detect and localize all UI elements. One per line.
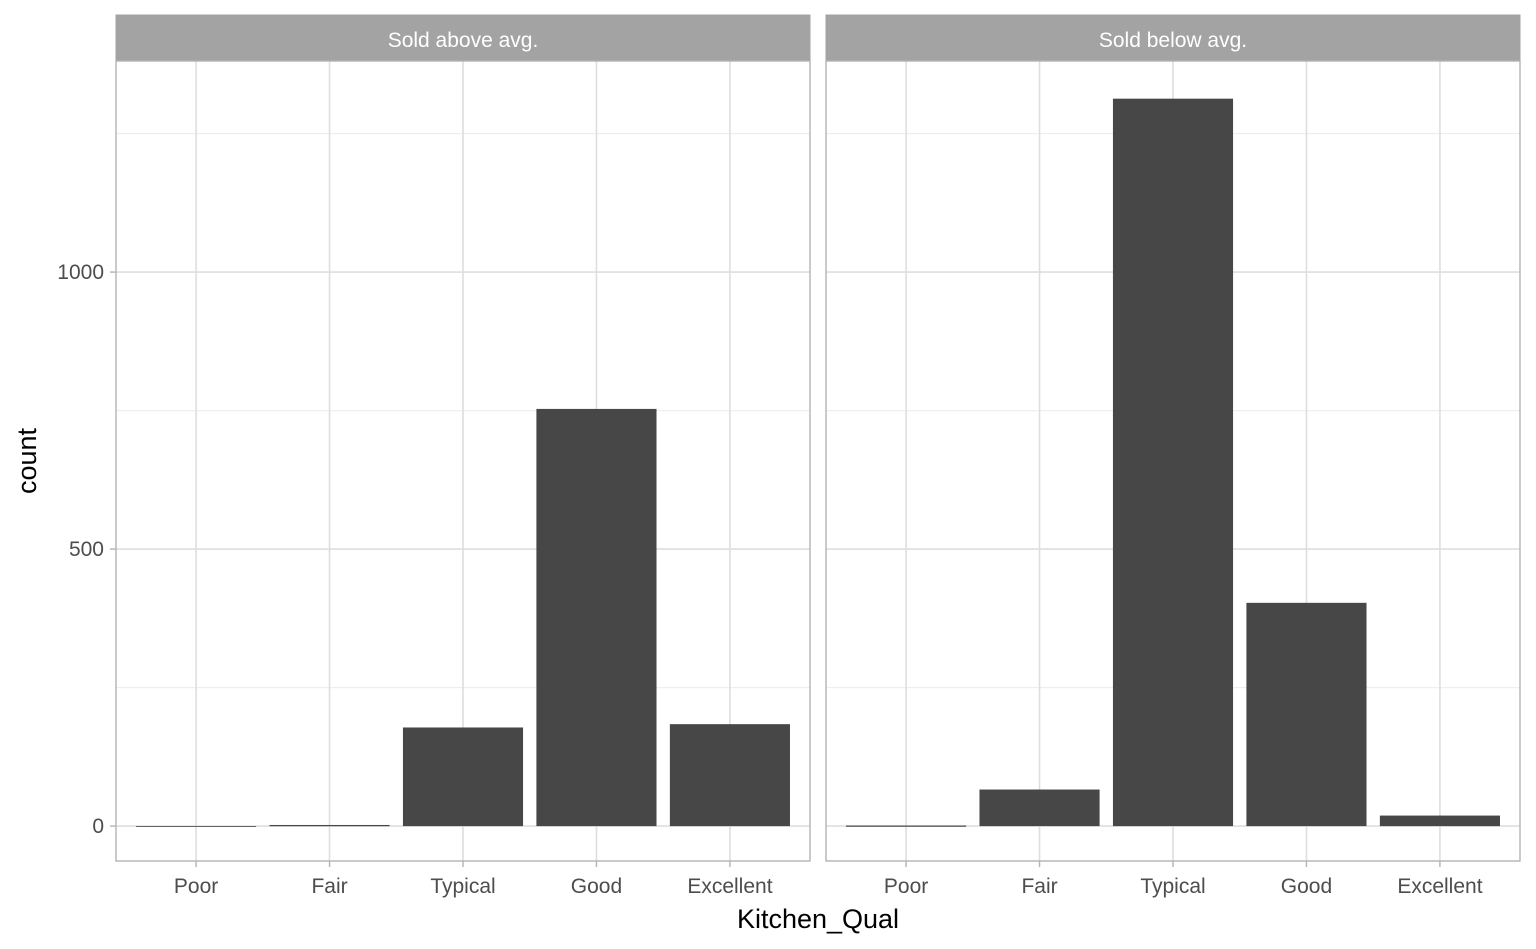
x-tick-label: Good <box>1281 875 1332 898</box>
x-tick-label: Fair <box>311 875 347 898</box>
y-tick-label: 500 <box>69 538 104 561</box>
x-tick-label: Good <box>571 875 622 898</box>
x-tick-label: Poor <box>884 875 928 898</box>
y-tick-label: 1000 <box>57 261 104 284</box>
x-tick-label: Excellent <box>1397 875 1482 898</box>
facet-strip-label: Sold below avg. <box>1099 29 1247 52</box>
bar <box>846 825 967 827</box>
x-tick-label: Excellent <box>687 875 772 898</box>
x-tick-label: Typical <box>1140 875 1205 898</box>
facet-strip <box>115 14 811 62</box>
bar <box>1246 602 1367 827</box>
chart-panels: Sold above avg. Poor Fair Typical Good Excell… <box>115 14 1521 898</box>
bar <box>136 826 257 827</box>
y-axis-title: count <box>12 427 42 494</box>
bar <box>536 408 657 827</box>
bar <box>669 724 790 827</box>
facet-panel: Sold below avg. Poor Fair Typical Good Excell… <box>825 14 1521 898</box>
bar <box>1379 815 1500 827</box>
x-axis-title: Kitchen_Qual <box>737 904 899 934</box>
y-tick-label: 0 <box>92 815 104 838</box>
bar <box>402 727 524 827</box>
bar <box>979 789 1100 827</box>
y-axis: 0 500 1000 <box>57 261 116 838</box>
x-tick-label: Poor <box>174 875 218 898</box>
bar <box>1112 98 1234 827</box>
x-tick-label: Fair <box>1021 875 1057 898</box>
x-tick-label: Typical <box>430 875 495 898</box>
facet-panel: Sold above avg. Poor Fair Typical Good Excell… <box>115 14 811 898</box>
facet-strip-label: Sold above avg. <box>388 29 539 52</box>
bar <box>269 824 390 827</box>
